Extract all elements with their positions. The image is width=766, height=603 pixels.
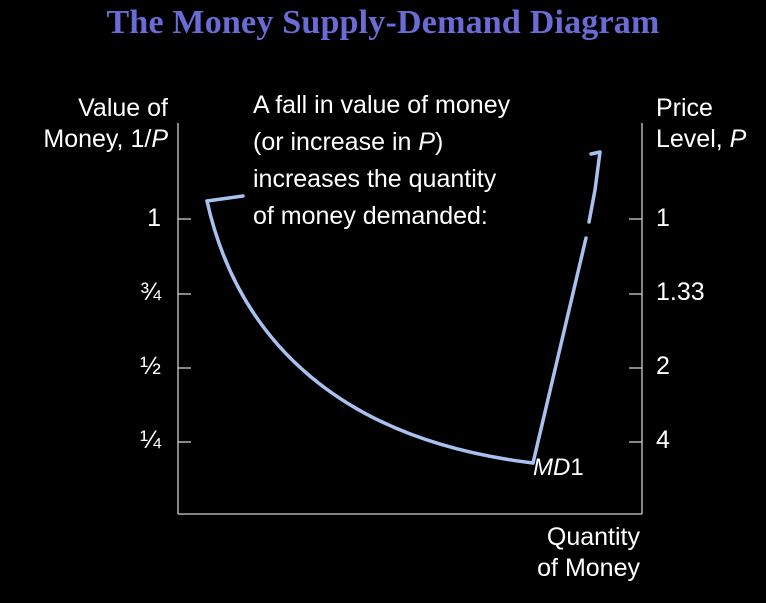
callout-bracket-right-hook bbox=[587, 150, 602, 224]
left-tick-label-2: ¾ bbox=[140, 278, 161, 306]
right-tick-label-4: 4 bbox=[656, 426, 670, 454]
page-title: The Money Supply-Demand Diagram bbox=[106, 4, 660, 41]
curve-label-num: 1 bbox=[570, 454, 584, 481]
left-tick-label-3: ½ bbox=[140, 352, 161, 380]
callout-bracket-left bbox=[205, 194, 245, 203]
money-demand-curve bbox=[205, 199, 535, 465]
right-axis-title: Price Level, P bbox=[656, 93, 746, 155]
bottom-axis-title-line2: of Money bbox=[537, 554, 640, 582]
annotation-line2-variable: P bbox=[418, 128, 436, 156]
left-axis-title: Value of Money, 1/P bbox=[43, 93, 168, 155]
annotation-text: A fall in value of money (or increase in… bbox=[253, 87, 510, 235]
left-tick-label-4: ¼ bbox=[140, 426, 161, 454]
callout-bracket-long-segment bbox=[531, 236, 588, 465]
right-axis-title-line2-text: Level, bbox=[656, 125, 730, 153]
left-axis-title-line1: Value of bbox=[78, 94, 168, 122]
right-axis-title-variable: P bbox=[729, 125, 747, 153]
curve-label-var: MD bbox=[533, 454, 571, 481]
curve-label: MD1 bbox=[533, 454, 584, 482]
right-tick-label-1: 1 bbox=[656, 204, 670, 232]
right-axis-title-line1: Price bbox=[656, 94, 713, 122]
annotation-line2-post: ) bbox=[435, 128, 444, 156]
left-axis-title-variable: P bbox=[151, 125, 168, 153]
bottom-axis-title: Quantity of Money bbox=[505, 522, 640, 584]
bottom-axis-title-line1: Quantity bbox=[546, 523, 640, 551]
annotation-line4: of money demanded: bbox=[253, 202, 488, 230]
right-tick-label-3: 2 bbox=[656, 352, 670, 380]
annotation-line2: (or increase in P) bbox=[253, 124, 510, 161]
left-axis-title-line2: Money, 1/P bbox=[43, 124, 168, 155]
right-axis-title-line2: Level, P bbox=[656, 124, 746, 155]
right-tick-label-2: 1.33 bbox=[656, 278, 705, 306]
left-tick-label-1: 1 bbox=[147, 204, 161, 232]
annotation-line2-pre: (or increase in bbox=[253, 128, 419, 156]
left-axis-title-line2-text: Money, 1/ bbox=[43, 125, 152, 153]
annotation-line1: A fall in value of money bbox=[253, 91, 511, 119]
annotation-line3: increases the quantity bbox=[253, 165, 497, 193]
